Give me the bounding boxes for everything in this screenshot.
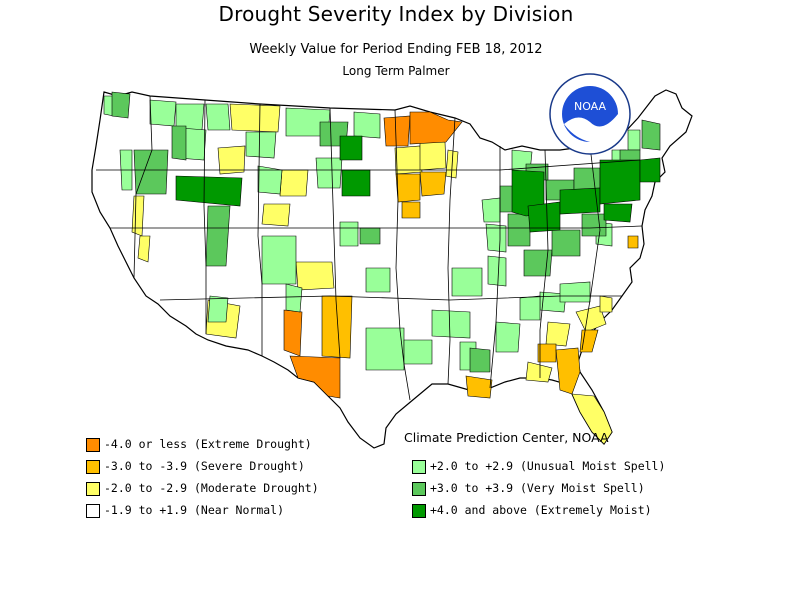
legend-label: -3.0 to -3.9 (Severe Drought) xyxy=(104,459,305,473)
legend-swatch xyxy=(86,482,100,496)
legend-label: -4.0 or less (Extreme Drought) xyxy=(104,437,312,451)
map-title: Drought Severity Index by Division xyxy=(218,2,574,26)
legend-label: +3.0 to +3.9 (Very Moist Spell) xyxy=(430,481,645,495)
extreme-drought-divisions xyxy=(283,111,463,399)
moderate-drought-divisions xyxy=(131,103,613,445)
noaa-logo-text: NOAA xyxy=(574,100,607,113)
extremely-moist-divisions xyxy=(175,135,661,233)
credit-text: Climate Prediction Center, NOAA xyxy=(404,430,609,445)
legend-label: +2.0 to +2.9 (Unusual Moist Spell) xyxy=(430,459,666,473)
legend-swatch xyxy=(412,460,426,474)
legend-swatch xyxy=(86,460,100,474)
index-name: Long Term Palmer xyxy=(342,64,450,78)
legend-label: -1.9 to +1.9 (Near Normal) xyxy=(104,503,285,517)
legend-swatch xyxy=(86,438,100,452)
legend-swatch xyxy=(412,482,426,496)
severe-drought-divisions xyxy=(321,171,639,399)
map-subtitle: Weekly Value for Period Ending FEB 18, 2… xyxy=(249,42,543,57)
noaa-logo: NOAA xyxy=(549,73,631,155)
legend-label: -2.0 to -2.9 (Moderate Drought) xyxy=(104,481,319,495)
state-borders xyxy=(96,95,643,401)
legend-swatch xyxy=(86,504,100,518)
legend-swatch xyxy=(412,504,426,518)
legend-label: +4.0 and above (Extremely Moist) xyxy=(430,503,652,517)
unusual-moist-divisions xyxy=(103,95,641,371)
